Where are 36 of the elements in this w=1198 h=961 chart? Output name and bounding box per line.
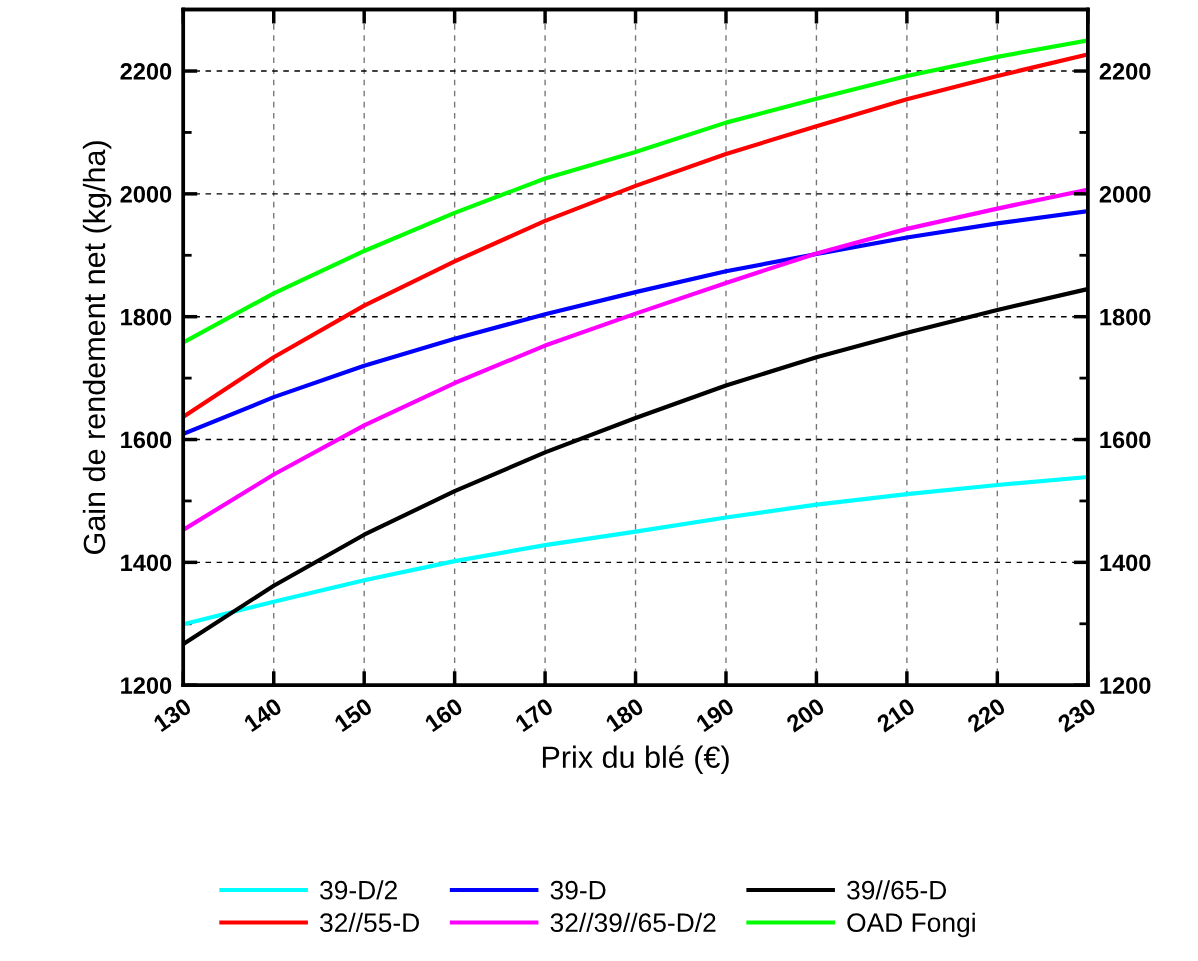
legend-label: 39-D — [550, 880, 606, 900]
y-tick-label: 1800 — [121, 308, 172, 326]
y-tick-label: 2000 — [120, 185, 172, 203]
x-tick-label: 140 — [243, 697, 283, 733]
legend-label: OAD Fongi — [847, 912, 975, 938]
line-series — [183, 38, 1088, 345]
y-axis-title: Gain de rendement net (kg/ha) — [82, 141, 112, 554]
x-tick-label: 160 — [423, 697, 464, 733]
x-tick-label: 180 — [604, 697, 645, 733]
line-series — [183, 52, 1088, 419]
line-series — [183, 474, 1088, 627]
y2-tick-label: 1800 — [1100, 308, 1151, 326]
y-tick-label: 1400 — [121, 554, 172, 572]
x-tick-label: 210 — [875, 697, 917, 733]
x-tick-label: 170 — [514, 697, 555, 733]
y2-tick-label: 1200 — [1100, 677, 1151, 694]
y-tick-label: 1200 — [121, 677, 172, 694]
x-tick-label: 220 — [966, 697, 1007, 733]
line-series — [183, 187, 1088, 532]
x-tick-label: 190 — [695, 697, 736, 733]
line-series — [183, 208, 1088, 437]
x-tick-label: 230 — [1056, 697, 1097, 733]
x-tick-label: 200 — [785, 697, 826, 733]
y2-tick-label: 1600 — [1100, 431, 1151, 449]
x-axis-title: Prix du blé (€) — [542, 745, 729, 775]
y-tick-label: 2200 — [120, 63, 172, 80]
legend-label: 39-D/2 — [320, 880, 397, 900]
y-tick-label: 1600 — [121, 431, 172, 449]
legend-label: 32//55-D — [320, 912, 419, 933]
x-tick-label: 130 — [152, 697, 193, 733]
y2-tick-label: 1400 — [1100, 554, 1151, 572]
x-tick-label: 150 — [333, 697, 374, 733]
legend-label: 39//65-D — [847, 880, 947, 900]
legend-label: 32//39//65-D/2 — [550, 912, 716, 933]
y2-tick-label: 2000 — [1099, 185, 1151, 203]
y2-tick-label: 2200 — [1099, 63, 1151, 80]
